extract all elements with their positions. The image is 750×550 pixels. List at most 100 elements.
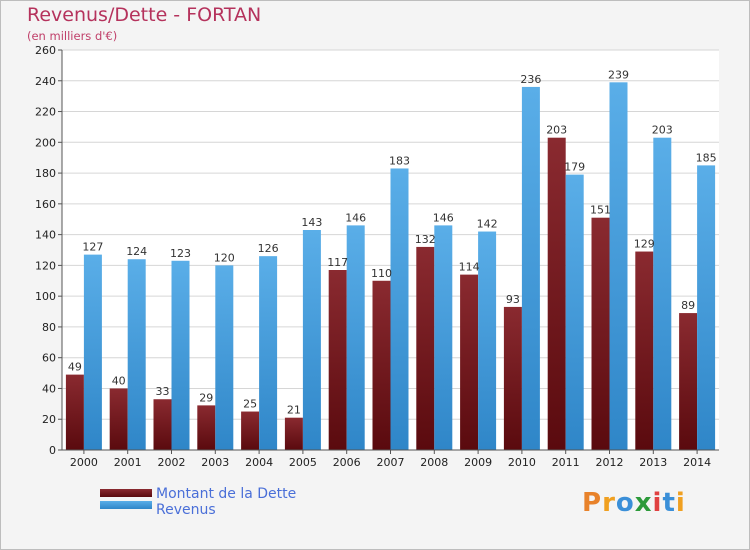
x-tick-label: 2002 — [158, 456, 186, 469]
y-tick-label: 60 — [42, 352, 56, 365]
data-label-revenue: 185 — [696, 151, 717, 164]
data-label-debt: 33 — [156, 385, 170, 398]
data-label-debt: 110 — [371, 267, 392, 280]
data-label-revenue: 179 — [564, 161, 585, 174]
data-label-revenue: 142 — [477, 218, 498, 231]
logo-letter: o — [615, 488, 635, 518]
bar-debt — [241, 411, 260, 450]
x-tick-label: 2009 — [464, 456, 492, 469]
bar-debt — [284, 417, 303, 450]
data-label-debt: 93 — [506, 293, 520, 306]
x-tick-label: 2004 — [245, 456, 273, 469]
y-tick-label: 240 — [35, 75, 56, 88]
bar-debt — [416, 246, 435, 450]
x-tick-label: 2012 — [596, 456, 624, 469]
data-label-revenue: 123 — [170, 247, 191, 260]
logo-letter: P — [582, 488, 603, 518]
bar-revenue — [83, 254, 102, 450]
bar-revenue — [653, 137, 672, 450]
data-label-revenue: 146 — [345, 211, 366, 224]
bar-revenue — [259, 256, 278, 450]
bar-debt — [503, 306, 522, 450]
logo-letter: i — [675, 488, 686, 518]
chart-subtitle: (en milliers d'€) — [27, 29, 118, 43]
x-tick-label: 2003 — [201, 456, 229, 469]
bar-debt — [679, 313, 698, 450]
bar-debt — [109, 388, 128, 450]
data-label-debt: 151 — [590, 204, 611, 217]
y-tick-label: 80 — [42, 321, 56, 334]
logo-letter: x — [634, 488, 653, 518]
y-tick-label: 20 — [42, 413, 56, 426]
bar-revenue — [215, 265, 234, 450]
y-tick-label: 0 — [49, 444, 56, 457]
data-label-revenue: 124 — [126, 245, 147, 258]
data-label-debt: 49 — [68, 361, 82, 374]
x-tick-label: 2010 — [508, 456, 536, 469]
data-label-revenue: 183 — [389, 154, 410, 167]
bar-revenue — [171, 260, 190, 450]
bar-debt — [591, 217, 610, 450]
bar-revenue — [434, 225, 453, 450]
legend-swatch-revenue — [100, 501, 152, 509]
x-tick-label: 2005 — [289, 456, 317, 469]
y-tick-label: 100 — [35, 290, 56, 303]
data-label-revenue: 203 — [652, 124, 673, 137]
data-label-debt: 129 — [634, 238, 655, 251]
x-tick-label: 2001 — [114, 456, 142, 469]
data-label-revenue: 126 — [258, 242, 279, 255]
data-label-revenue: 236 — [520, 73, 541, 86]
bar-revenue — [521, 86, 540, 450]
logo-letter: i — [652, 488, 663, 518]
data-label-debt: 114 — [459, 261, 480, 274]
bar-revenue — [697, 165, 716, 450]
data-label-debt: 21 — [287, 404, 301, 417]
y-tick-label: 260 — [35, 44, 56, 57]
bar-revenue — [565, 174, 584, 450]
y-tick-label: 180 — [35, 167, 56, 180]
legend-swatch-debt — [100, 489, 152, 497]
bar-revenue — [127, 259, 146, 450]
bar-debt — [635, 251, 654, 450]
legend-label-revenue: Revenus — [156, 502, 216, 518]
data-label-debt: 117 — [327, 256, 348, 269]
data-label-debt: 25 — [243, 398, 257, 411]
data-label-revenue: 120 — [214, 251, 235, 264]
y-tick-label: 200 — [35, 136, 56, 149]
data-label-revenue: 239 — [608, 68, 629, 81]
bar-debt — [65, 374, 84, 450]
logo-letter: r — [602, 488, 616, 518]
bar-debt — [153, 399, 172, 450]
bar-debt — [460, 274, 479, 450]
axes: 0 20 40 60 80 100 120 140 160 180 200 220 240 260 2000… — [35, 44, 719, 469]
data-label-debt: 132 — [415, 233, 436, 246]
bar-revenue — [390, 168, 409, 450]
bar-debt — [328, 270, 347, 450]
legend-label-debt: Montant de la Dette — [156, 486, 297, 502]
y-tick-label: 220 — [35, 106, 56, 119]
data-label-revenue: 146 — [433, 211, 454, 224]
data-label-revenue: 127 — [82, 241, 103, 254]
x-tick-label: 2008 — [420, 456, 448, 469]
bars — [65, 82, 716, 451]
chart-title: Revenus/Dette - FORTAN — [27, 4, 262, 26]
y-tick-label: 160 — [35, 198, 56, 211]
x-tick-label: 2014 — [683, 456, 711, 469]
logo-letter: t — [662, 488, 676, 518]
x-tick-label: 2011 — [552, 456, 580, 469]
y-tick-label: 120 — [35, 259, 56, 272]
data-label-debt: 40 — [112, 374, 126, 387]
data-label-debt: 29 — [199, 391, 213, 404]
data-label-debt: 89 — [681, 299, 695, 312]
bar-revenue — [478, 231, 497, 450]
bar-revenue — [609, 82, 628, 451]
bar-debt — [197, 405, 216, 450]
x-tick-label: 2000 — [70, 456, 98, 469]
x-tick-label: 2006 — [333, 456, 361, 469]
data-labels: 49 127 40 124 33 123 29 120 25 126 21 143 117 146 110 1… — [68, 68, 717, 416]
proxiti-logo: Proxiti — [582, 488, 686, 518]
bar-revenue — [346, 225, 365, 450]
bar-revenue — [302, 230, 321, 450]
bar-debt — [372, 280, 391, 450]
